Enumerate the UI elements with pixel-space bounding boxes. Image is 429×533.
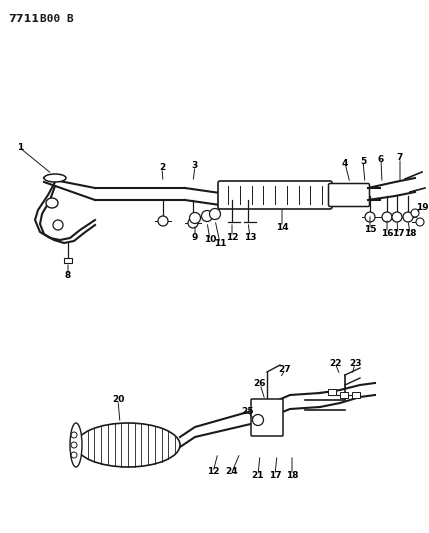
Ellipse shape	[76, 423, 180, 467]
Text: 18: 18	[404, 230, 416, 238]
Circle shape	[188, 218, 198, 228]
Bar	[340, 392, 348, 398]
Text: B00 B: B00 B	[40, 14, 74, 24]
FancyBboxPatch shape	[329, 183, 369, 206]
FancyBboxPatch shape	[218, 181, 332, 209]
Text: 25: 25	[242, 408, 254, 416]
Text: 5: 5	[360, 157, 366, 166]
Text: 6: 6	[378, 155, 384, 164]
Text: 9: 9	[192, 232, 198, 241]
Text: 27: 27	[279, 366, 291, 375]
Circle shape	[392, 212, 402, 222]
Text: 14: 14	[276, 222, 288, 231]
Text: 20: 20	[112, 395, 124, 405]
FancyBboxPatch shape	[251, 399, 283, 436]
Text: 17: 17	[269, 471, 281, 480]
Ellipse shape	[46, 198, 58, 208]
Text: 19: 19	[416, 203, 428, 212]
Bar	[352, 392, 360, 398]
Circle shape	[411, 209, 419, 217]
Circle shape	[190, 213, 200, 223]
Text: 8: 8	[65, 271, 71, 279]
Text: 16: 16	[381, 229, 393, 238]
Circle shape	[416, 218, 424, 226]
Text: 12: 12	[207, 467, 219, 477]
Circle shape	[382, 212, 392, 222]
Ellipse shape	[70, 423, 82, 467]
Circle shape	[53, 220, 63, 230]
Text: 18: 18	[286, 471, 298, 480]
Text: 26: 26	[254, 379, 266, 389]
Text: 11: 11	[214, 238, 226, 247]
Bar	[64, 258, 72, 263]
Text: 1: 1	[17, 143, 23, 152]
Text: 7: 7	[397, 154, 403, 163]
Text: 24: 24	[226, 467, 239, 477]
Text: 12: 12	[226, 232, 238, 241]
Circle shape	[403, 212, 413, 222]
Text: 23: 23	[349, 359, 361, 367]
Bar	[328, 389, 336, 395]
Circle shape	[158, 216, 168, 226]
Ellipse shape	[44, 174, 66, 182]
Text: 21: 21	[252, 471, 264, 480]
Circle shape	[365, 212, 375, 222]
Text: 2: 2	[159, 164, 165, 173]
Circle shape	[253, 415, 263, 425]
Text: 22: 22	[329, 359, 341, 367]
Text: 3: 3	[192, 161, 198, 171]
Text: 13: 13	[244, 232, 256, 241]
Text: 15: 15	[364, 225, 376, 235]
Text: 7711: 7711	[8, 14, 39, 24]
Text: 17: 17	[392, 230, 404, 238]
Text: 10: 10	[204, 236, 216, 245]
Text: 4: 4	[342, 158, 348, 167]
Circle shape	[209, 208, 221, 220]
Circle shape	[202, 211, 212, 222]
